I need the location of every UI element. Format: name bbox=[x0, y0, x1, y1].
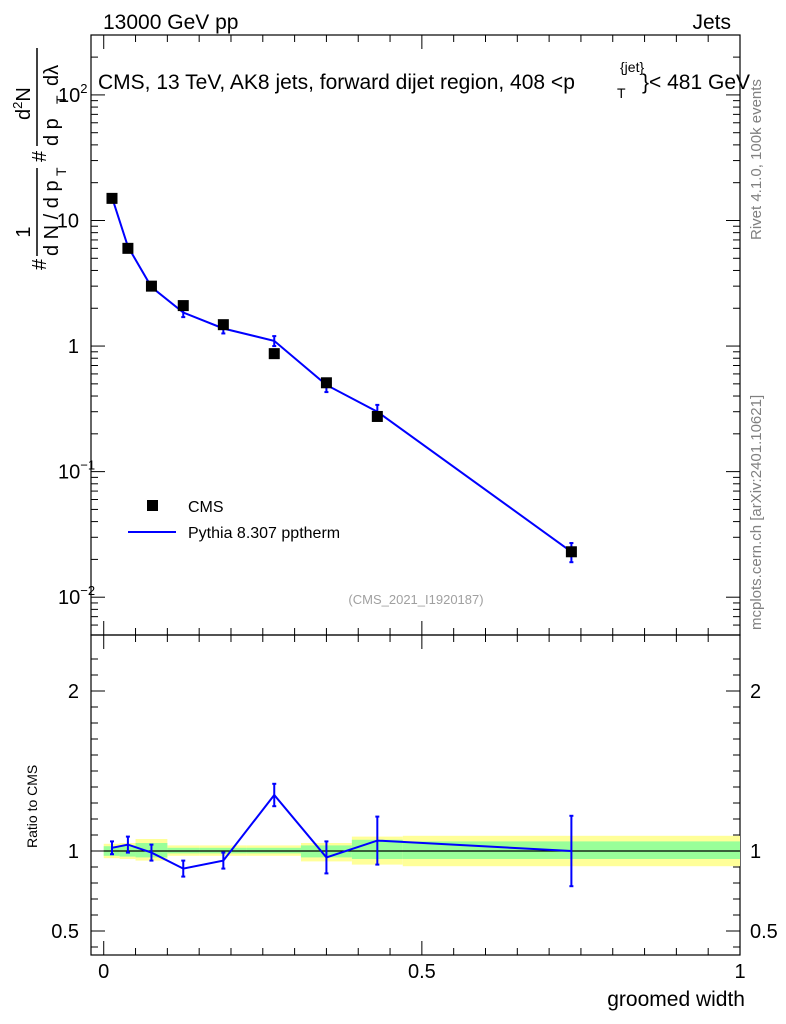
cms-point bbox=[217, 319, 229, 331]
cms-point bbox=[320, 377, 332, 389]
analysis-watermark: (CMS_2021_I1920187) bbox=[348, 592, 483, 607]
source-label: mcplots.cern.ch [arXiv:2401.10621] bbox=[748, 395, 765, 630]
ylabel-denominator: d N / d p bbox=[41, 180, 63, 256]
cms-point bbox=[177, 300, 189, 312]
ratio-ytick-label-right-1: 1 bbox=[750, 841, 761, 863]
ylabel-d2n: d2N bbox=[10, 87, 35, 120]
main-ytick-label-2: 1 bbox=[68, 336, 79, 358]
cms-point bbox=[268, 348, 280, 360]
energy-label: 13000 GeV pp bbox=[103, 11, 238, 34]
plot-title-tail: }< 481 GeV bbox=[642, 71, 750, 94]
main-ytick-label-4: 102 bbox=[58, 81, 87, 107]
legend-cms-marker bbox=[147, 500, 158, 511]
ratio-ytick-label-left-1: 1 bbox=[68, 841, 79, 863]
ratio-uncertainty-bands bbox=[103, 835, 740, 867]
ratio-ylabel: Ratio to CMS bbox=[24, 765, 40, 848]
ratio-xtick-label-1: 0.5 bbox=[408, 961, 436, 983]
legend-cms-label: CMS bbox=[188, 499, 224, 516]
cms-point bbox=[122, 242, 134, 254]
cms-point bbox=[145, 280, 157, 292]
main-ytick-label-1: 10−1 bbox=[58, 458, 95, 484]
rivet-version-label: Rivet 4.1.0, 100k events bbox=[748, 79, 765, 240]
ratio-ytick-label-left-2: 2 bbox=[68, 681, 79, 703]
plot-title-superscript: {jet} bbox=[620, 59, 644, 75]
ratio-ytick-label-left-0: 0.5 bbox=[51, 921, 79, 943]
ylabel-dlambda: dλ bbox=[41, 65, 63, 86]
main-panel-frame bbox=[90, 34, 741, 636]
plot-title: CMS, 13 TeV, AK8 jets, forward dijet reg… bbox=[98, 71, 575, 94]
ylabel-hash: # bbox=[29, 258, 51, 270]
main-series-layer bbox=[106, 192, 577, 564]
legend-pythia-label: Pythia 8.307 pptherm bbox=[188, 525, 340, 542]
ratio-series-layer bbox=[109, 782, 574, 888]
cms-point bbox=[371, 410, 383, 422]
plot-title-subscript: T bbox=[617, 85, 626, 101]
ratio-xtick-label-2: 1 bbox=[734, 961, 745, 983]
main-ytick-label-3: 10 bbox=[57, 210, 79, 232]
ratio-ytick-label-right-0: 0.5 bbox=[750, 921, 778, 943]
ratio-panel-frame bbox=[90, 634, 741, 956]
legend: CMS Pythia 8.307 pptherm bbox=[128, 499, 340, 542]
ratio-ytick-label-right-2: 2 bbox=[750, 681, 761, 703]
cms-point bbox=[106, 192, 118, 204]
ratio-xtick-label-0: 0 bbox=[98, 961, 109, 983]
pythia-line bbox=[111, 196, 572, 553]
ylabel-subscript-t1: T bbox=[53, 167, 69, 176]
ylabel-numerator: 1 bbox=[13, 226, 35, 237]
process-label: Jets bbox=[692, 11, 731, 34]
ylabel-hash-2: # bbox=[29, 150, 51, 162]
ylabel-dp: d p bbox=[41, 118, 63, 146]
xlabel: groomed width bbox=[607, 988, 745, 1011]
cms-point bbox=[565, 546, 577, 558]
main-ytick-label-0: 10−2 bbox=[58, 583, 95, 609]
main-ylabel: # 1 d N / d p T # d2N d p T dλ bbox=[10, 48, 69, 270]
ylabel-subscript-t2: T bbox=[53, 95, 69, 104]
